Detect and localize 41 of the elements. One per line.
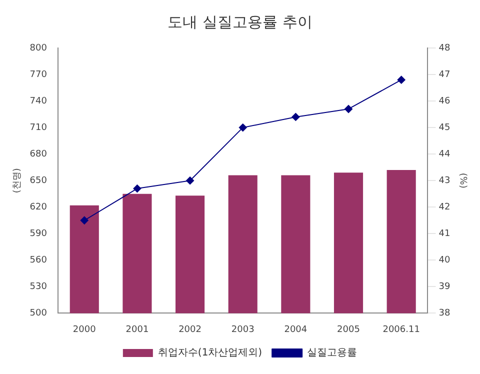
x-tick-label: 2004 <box>284 324 308 335</box>
y2-tick-label: 42 <box>438 202 450 212</box>
x-tick-label: 2003 <box>231 324 254 335</box>
x-tick-label: 2001 <box>126 324 149 335</box>
point <box>344 104 353 113</box>
y2-tick-label: 43 <box>438 176 450 186</box>
y-tick-label: 560 <box>30 256 48 266</box>
y-tick-label: 800 <box>30 43 48 54</box>
y2-tick-label: 40 <box>438 256 450 266</box>
legend-label: 실질고용률 <box>307 348 358 359</box>
point <box>186 176 194 185</box>
y2-tick-label: 47 <box>438 70 450 80</box>
point <box>238 124 247 132</box>
y2-tick-label: 41 <box>438 228 450 239</box>
point <box>80 216 88 224</box>
y-axis-title: (천명) <box>12 168 23 194</box>
chart-title: 도내 실질고용률 추이 <box>168 12 312 31</box>
y2-tick-label: 48 <box>438 43 450 54</box>
y2-tick-label: 38 <box>438 308 450 319</box>
y2-tick-label: 45 <box>438 122 450 133</box>
point <box>397 76 406 84</box>
point <box>133 184 142 193</box>
x-tick-label: 2006.11 <box>382 324 420 335</box>
y-tick-label: 740 <box>30 96 48 106</box>
y-tick-label: 770 <box>30 70 48 80</box>
y2-tick-label: 39 <box>438 282 450 292</box>
y-tick-label: 680 <box>30 149 48 160</box>
y-tick-label: 530 <box>30 282 48 292</box>
y-tick-label: 650 <box>30 176 48 186</box>
y-tick-label: 710 <box>30 122 48 133</box>
x-tick-label: 2002 <box>178 324 202 335</box>
legend-label: 취업자수(1차산업제외) <box>158 348 262 359</box>
y-tick-label: 500 <box>30 308 48 319</box>
y-tick-label: 590 <box>30 228 48 239</box>
x-tick-label: 2000 <box>72 324 96 335</box>
y2-tick-label: 44 <box>438 149 450 160</box>
point <box>292 112 300 121</box>
y-tick-label: 620 <box>30 202 48 212</box>
x-tick-label: 2005 <box>337 324 360 335</box>
y2-axis-title: (%) <box>457 172 468 188</box>
y2-tick-label: 46 <box>438 96 450 106</box>
